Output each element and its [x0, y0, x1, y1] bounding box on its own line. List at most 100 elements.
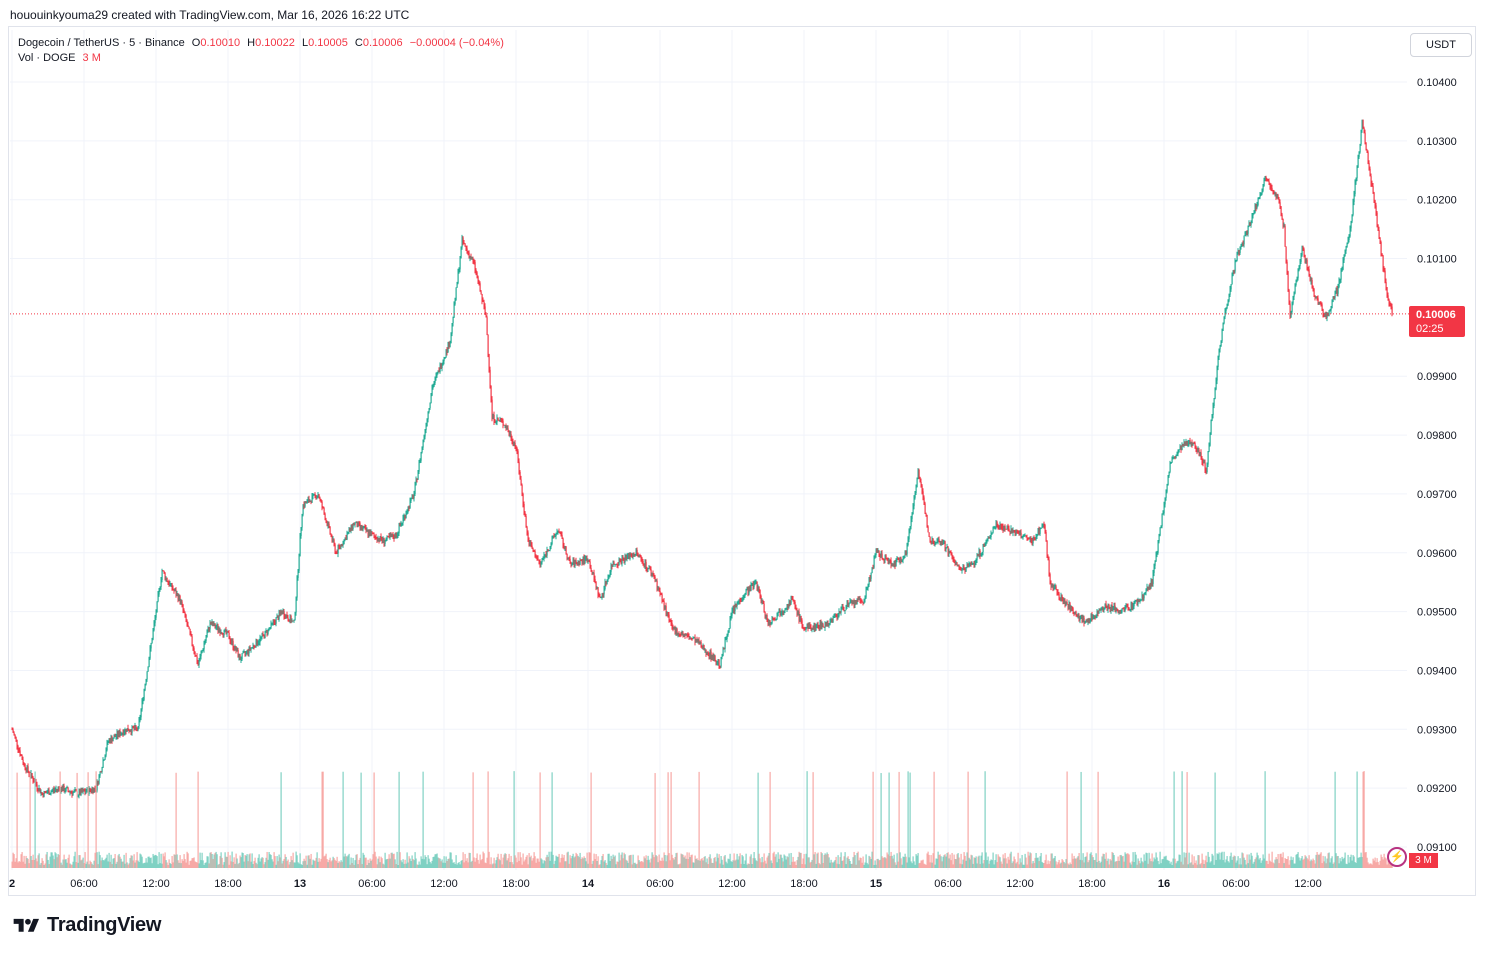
volume-bar	[1276, 859, 1278, 868]
volume-bar	[322, 771, 324, 868]
volume-bar	[107, 861, 109, 868]
candle-body	[1114, 605, 1116, 612]
candle-body	[419, 460, 421, 463]
candle-body	[1115, 609, 1117, 612]
x-tick-label: 12:00	[430, 878, 458, 890]
volume-bar	[1338, 863, 1340, 868]
candle-body	[102, 760, 104, 768]
candle-body	[618, 559, 620, 566]
candle-body	[330, 533, 332, 536]
volume-bar	[928, 854, 930, 868]
candle-body	[1025, 535, 1027, 538]
candle-body	[41, 792, 43, 795]
candle-body	[432, 386, 434, 388]
volume-bar	[1207, 851, 1209, 868]
candle-body	[730, 615, 732, 618]
volume-bar	[1092, 857, 1094, 868]
candle-body	[967, 565, 969, 568]
candle-body	[653, 576, 655, 577]
candle-body	[301, 514, 303, 528]
candle-body	[187, 625, 189, 627]
candle-body	[665, 605, 667, 614]
volume-bar	[412, 859, 414, 868]
volume-bar	[45, 854, 47, 868]
currency-button[interactable]: USDT	[1410, 33, 1472, 57]
volume-bar	[551, 772, 553, 868]
volume-bar	[1333, 862, 1335, 868]
volume-bar	[326, 859, 328, 868]
candle-body	[238, 654, 240, 658]
volume-bar	[665, 861, 667, 868]
candle-body	[1328, 310, 1330, 316]
last-price-badge: 0.10006 02:25	[1409, 306, 1465, 337]
candle-body	[649, 567, 651, 570]
lightning-icon[interactable]: ⚡	[1387, 847, 1407, 867]
volume-bar	[875, 864, 877, 868]
volume-bar	[1323, 861, 1325, 868]
candle-body	[400, 523, 402, 526]
volume-bar	[340, 860, 342, 868]
volume-bar	[121, 861, 123, 868]
candle-body	[1228, 294, 1230, 301]
candle-body	[648, 567, 650, 569]
candle-body	[674, 628, 676, 635]
candle-body	[33, 781, 35, 783]
candle-body	[225, 629, 227, 634]
volume-bar	[961, 864, 963, 868]
volume-bar	[1043, 862, 1045, 868]
candle-body	[1047, 556, 1049, 560]
candle-body	[111, 737, 113, 742]
volume-bar	[1164, 856, 1166, 868]
volume-bar	[261, 857, 263, 868]
volume-bar	[653, 857, 655, 868]
volume-bar	[1311, 860, 1313, 868]
candle-body	[1274, 192, 1276, 195]
volume-bar	[373, 772, 375, 868]
volume-bar	[1012, 861, 1014, 868]
volume-bar	[331, 860, 333, 868]
volume-bar	[1352, 855, 1354, 868]
volume-label[interactable]: Vol · DOGE	[18, 52, 76, 64]
volume-bar	[1261, 860, 1263, 868]
volume-bar	[237, 864, 239, 868]
volume-bar	[682, 854, 684, 868]
volume-bar	[279, 857, 281, 868]
candle-body	[223, 629, 225, 636]
candle-body	[351, 524, 353, 530]
candle-body	[375, 536, 377, 539]
volume-bar	[980, 855, 982, 868]
symbol-label[interactable]: Dogecoin / TetherUS · 5 · Binance	[18, 37, 185, 49]
candle-body	[960, 567, 962, 571]
volume-bar	[778, 858, 780, 868]
volume-bar	[840, 852, 842, 868]
volume-bar	[1111, 851, 1113, 868]
candle-body	[892, 564, 894, 566]
volume-bar	[363, 854, 365, 868]
candle-body	[1253, 212, 1255, 214]
volume-bar	[1237, 856, 1239, 868]
volume-bar	[1309, 861, 1311, 868]
candle-body	[413, 493, 415, 499]
candle-body	[1261, 190, 1263, 194]
candle-body	[609, 571, 611, 577]
candle-body	[587, 561, 589, 563]
volume-bar	[349, 864, 351, 868]
volume-bar	[805, 853, 807, 868]
candle-body	[1351, 214, 1353, 222]
candle-body	[1288, 290, 1290, 304]
candle-body	[1331, 301, 1333, 309]
candle-body	[1081, 616, 1083, 622]
candle-body	[1086, 620, 1088, 622]
volume-bar	[476, 853, 478, 868]
candle-body	[910, 518, 912, 527]
volume-bar	[1264, 771, 1266, 868]
candle-body	[582, 557, 584, 563]
volume-bar	[555, 855, 557, 868]
volume-bar	[251, 853, 253, 868]
volume-bar	[396, 851, 398, 868]
volume-bar	[838, 864, 840, 868]
candle-body	[867, 584, 869, 588]
candle-body	[216, 625, 218, 628]
candle-body	[405, 513, 407, 519]
